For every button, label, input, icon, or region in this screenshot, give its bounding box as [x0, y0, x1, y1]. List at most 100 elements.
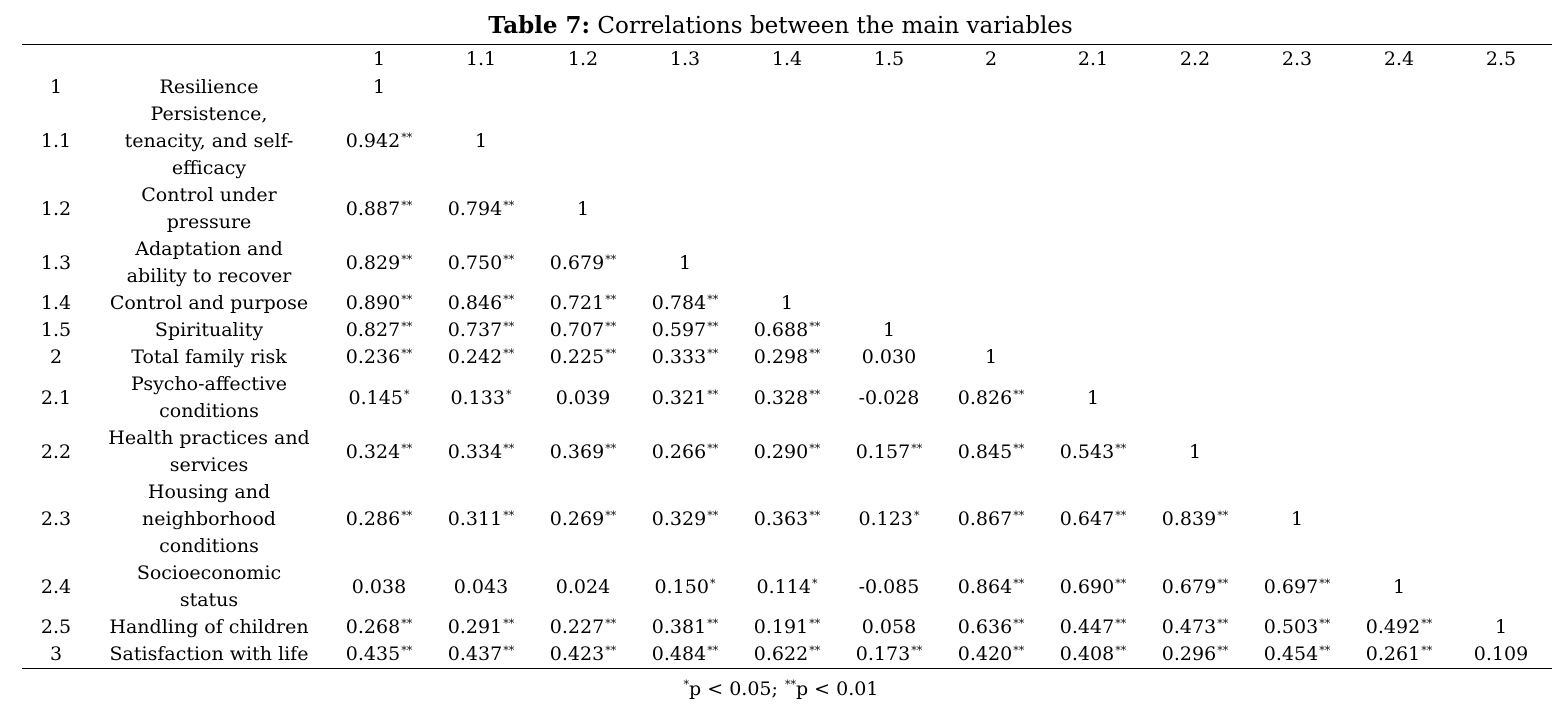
correlation-cell [1246, 101, 1348, 182]
row-id: 1.1 [40, 130, 72, 152]
correlation-cell: 1 [1494, 616, 1508, 638]
table-row: 3 Satisfaction with life 0.435** 0.437** 0.4… [22, 641, 1552, 669]
variable-name-line: Housing and [147, 481, 271, 503]
significance-mark: ** [503, 509, 515, 522]
cell-number: 0.597 [651, 319, 707, 341]
cell-number: 0.157 [855, 440, 911, 463]
significance-mark: ** [809, 509, 821, 522]
correlation-cell: 1 [984, 346, 998, 368]
cell-number: 0.333 [651, 346, 707, 368]
cell-number: 0.269 [549, 508, 605, 530]
cell-number: 0.435 [345, 643, 401, 665]
cell-number: 0.647 [1059, 508, 1115, 530]
significance-mark: ** [401, 441, 413, 455]
cell-number: 0.236 [345, 346, 401, 368]
significance-mark: ** [401, 131, 413, 144]
cell-number: 0.329 [651, 508, 707, 530]
cell-number: 0.454 [1263, 643, 1319, 665]
correlation-cell [1042, 290, 1144, 317]
correlation-cell [1144, 101, 1246, 182]
correlation-cell: 0.039 [555, 386, 611, 409]
row-variable-name: Satisfaction with life [90, 641, 328, 669]
correlation-cell: 0.123* [838, 479, 940, 560]
correlation-cell: 0.867** [940, 479, 1042, 560]
significance-mark: ** [503, 293, 515, 306]
cell-number: 0.311 [447, 508, 503, 530]
significance-mark: ** [1115, 617, 1127, 630]
table-row: 1.1 Persistence, tenacity, and self-effica… [22, 101, 1552, 182]
correlation-cell: 0.679** [532, 236, 634, 290]
cell-number: 0.845 [957, 440, 1013, 463]
correlation-cell [1348, 182, 1450, 236]
row-id: 1.2 [40, 197, 72, 220]
significance-mark: ** [809, 644, 821, 657]
variable-name-line: Health practices and [108, 427, 310, 449]
significance-mark: ** [809, 617, 821, 630]
significance-mark: ** [911, 644, 923, 657]
cell-number: 0.503 [1263, 616, 1319, 638]
correlation-cell: 0.737** [430, 317, 532, 344]
variable-name-line: Handling of children [109, 616, 309, 638]
correlation-cell: 0.484** [634, 641, 736, 669]
correlation-cell: 0.296** [1144, 641, 1246, 669]
cell-number: 0.492 [1365, 616, 1421, 638]
significance-mark: ** [503, 198, 515, 212]
row-variable-name: Health practices and services [90, 425, 328, 479]
correlation-cell [1144, 290, 1246, 317]
variable-name-line: Total family risk [131, 346, 287, 368]
significance-mark: ** [1115, 576, 1127, 590]
correlation-cell [532, 101, 634, 182]
significance-mark: ** [1217, 617, 1229, 630]
correlation-cell: 0.173** [838, 641, 940, 669]
correlation-cell [634, 182, 736, 236]
cell-number: 0.408 [1059, 643, 1115, 665]
correlation-cell: 0.024 [555, 575, 611, 598]
significance-mark: ** [605, 617, 617, 630]
variable-name-line: Control under [141, 184, 277, 206]
significance-mark: ** [503, 347, 515, 360]
correlation-cell: 0.437** [430, 641, 532, 669]
correlation-cell: 0.334** [430, 425, 532, 479]
cell-number: 0.688 [753, 319, 809, 341]
row-id: 2.2 [40, 440, 72, 463]
correlation-cell: 0.423** [532, 641, 634, 669]
note-text: p < 0.05; [689, 678, 784, 700]
correlation-cell: -0.028 [858, 386, 920, 409]
table-row: 1.4 Control and purpose 0.890** 0.846** 0.72… [22, 290, 1552, 317]
cell-number: 0.191 [753, 616, 809, 638]
correlation-cell: 1 [1086, 386, 1100, 409]
correlation-cell: 0.473** [1144, 614, 1246, 641]
correlation-cell: 0.697** [1246, 560, 1348, 614]
correlation-cell [1042, 101, 1144, 182]
correlation-cell: 0.597** [634, 317, 736, 344]
correlation-cell: 0.794** [430, 182, 532, 236]
cell-number: 0.784 [651, 292, 707, 314]
table-row: 2.5 Handling of children 0.268** 0.291** 0.2… [22, 614, 1552, 641]
correlation-cell [838, 290, 940, 317]
column-header: 1 [372, 48, 386, 70]
cell-number: 0.133 [450, 386, 505, 409]
table-header: 1 1.1 1.2 1.3 1.4 1.5 2 2.1 2.2 2.3 2.4 2.5 [22, 44, 1552, 75]
significance-mark: ** [1319, 644, 1331, 657]
cell-number: 0.543 [1059, 440, 1115, 463]
correlation-cell: 0.266** [634, 425, 736, 479]
significance-mark: ** [707, 320, 719, 333]
variable-name-line: Control and purpose [109, 292, 309, 314]
row-variable-name: Spirituality [90, 317, 328, 344]
significance-mark: ** [1013, 387, 1025, 401]
cell-number: 0.484 [651, 643, 707, 665]
significance-mark: ** [503, 644, 515, 657]
variable-name-line: Adaptation and [135, 238, 283, 260]
column-header: 2.4 [1383, 48, 1415, 70]
correlation-cell [1246, 371, 1348, 425]
variable-name-line: tenacity, and self- [124, 130, 294, 152]
variable-name-line: Satisfaction with life [109, 643, 309, 665]
correlation-cell [838, 101, 940, 182]
row-id: 2.5 [40, 616, 72, 638]
significance-mark: ** [401, 644, 413, 657]
correlation-cell: 1 [1392, 575, 1406, 598]
column-header: 2.2 [1179, 48, 1211, 70]
significance-mark: ** [401, 293, 413, 306]
significance-mark: ** [1013, 441, 1025, 455]
significance-mark: ** [707, 644, 719, 657]
